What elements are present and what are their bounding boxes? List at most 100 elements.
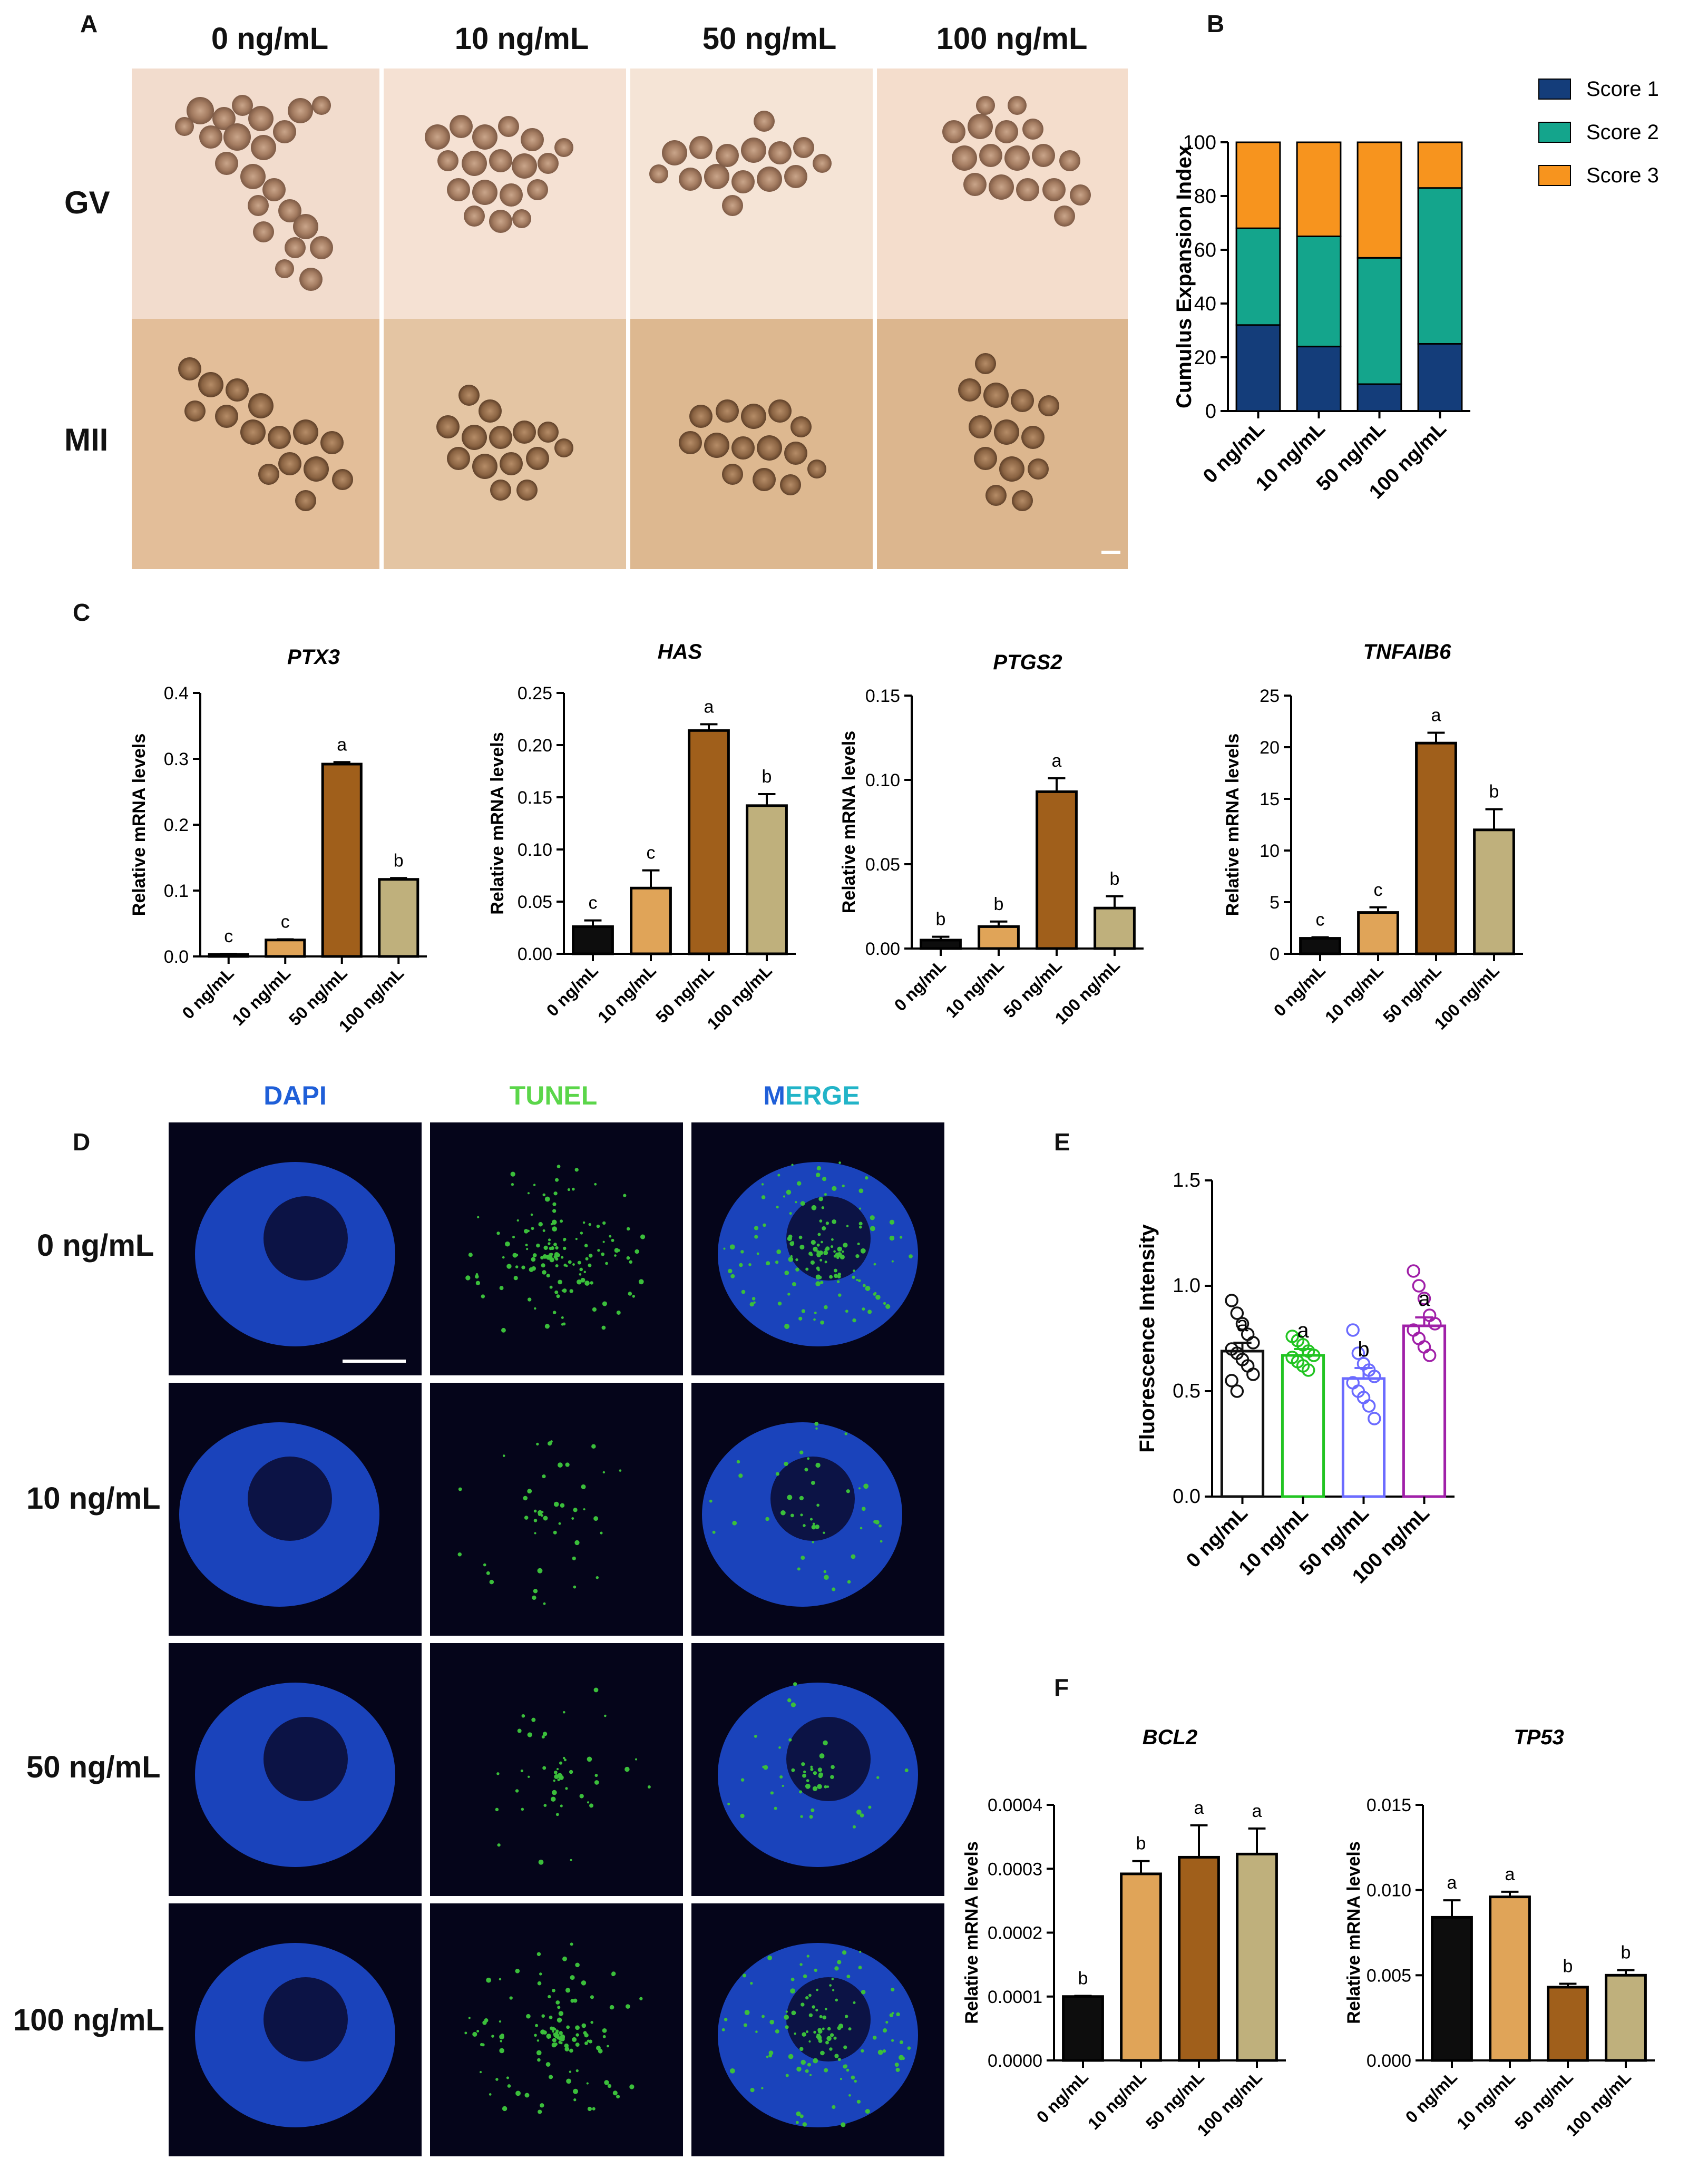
tunel-dot: [525, 1244, 528, 1247]
tunel-dot: [885, 1304, 891, 1310]
tunel-dot: [845, 1310, 848, 1313]
tunel-dot: [784, 2015, 789, 2020]
tunel-dot: [899, 1236, 903, 1239]
micro-gv-50: [630, 69, 873, 319]
tunel-dot: [812, 1786, 818, 1791]
tunel-dot: [594, 1774, 598, 1777]
tunel-dot: [797, 1181, 802, 1186]
tunel-dot: [830, 1245, 834, 1248]
tunel-dot: [902, 2057, 905, 2060]
tunel-dot: [457, 1552, 462, 1557]
tunel-dot: [741, 1289, 746, 1294]
tunel-dot: [579, 1794, 584, 1799]
tunel-dot: [555, 2031, 559, 2035]
tunel-dot: [626, 1256, 630, 1260]
tunel-dot: [837, 1246, 842, 1252]
tunel-dot: [810, 1253, 813, 1256]
tunel-dot: [567, 1188, 571, 1191]
tunel-dot: [552, 1988, 555, 1992]
y-tick-label: 60: [1194, 239, 1216, 261]
tunel-dot: [744, 2010, 750, 2015]
tunel-dot: [553, 1779, 555, 1782]
tunel-dot: [506, 2076, 509, 2079]
tunel-dot: [836, 1280, 840, 1283]
tunel-dot: [777, 1301, 782, 1306]
tunel-dot: [830, 1775, 834, 1779]
tunel-dot: [754, 1735, 757, 1738]
tunel-dot: [596, 1224, 600, 1228]
tunel-dot: [843, 1243, 848, 1248]
scale-bar: [343, 1360, 406, 1363]
tunel-dot: [860, 1813, 864, 1818]
tunel-dot: [791, 1164, 794, 1166]
tunel-dot: [507, 2084, 511, 2088]
tunel-dot: [776, 1206, 779, 1209]
tunel-dot: [788, 1256, 794, 1262]
tunel-dot: [589, 1803, 594, 1808]
tunel-dot: [558, 1522, 561, 1525]
tunel-dot: [614, 1248, 619, 1253]
tunel-dot: [831, 1978, 834, 1980]
tunel-dot: [495, 2078, 499, 2081]
tunel-dot: [868, 1805, 872, 1809]
tunel-dot: [626, 1227, 630, 1231]
tunel-dot: [743, 2023, 747, 2027]
tunel-dot: [542, 1229, 545, 1232]
tunel-dot: [896, 2012, 900, 2017]
tunel-dot: [475, 1281, 481, 1285]
tunel-dot: [811, 1481, 815, 1485]
tunel-dot: [564, 2047, 570, 2051]
tunel-dot: [831, 1765, 835, 1770]
tunel-dot: [573, 1998, 578, 2003]
tunel-dot: [775, 1472, 779, 1476]
tunel-dot: [530, 1213, 533, 1216]
tunel-dot: [540, 1514, 543, 1517]
y-tick-label: 0.10: [518, 840, 552, 860]
image-background: [430, 1643, 683, 1896]
y-axis-label: Relative mRNA levels: [1223, 734, 1243, 916]
data-point: [1230, 1306, 1244, 1320]
tunel-dot: [883, 1302, 886, 1305]
tunel-dot: [852, 1825, 856, 1829]
y-axis-label: Relative mRNA levels: [962, 1841, 982, 2024]
tunel-dot: [607, 2045, 609, 2048]
tunel-dot: [755, 2030, 758, 2033]
tunel-dot: [891, 1260, 894, 1263]
tunel-dot: [573, 1508, 578, 1512]
tunel-dot: [596, 1576, 599, 1579]
significance-letter: a: [1431, 706, 1441, 726]
tunel-dot: [573, 1585, 577, 1589]
bar: [1036, 790, 1078, 950]
tunel-dot: [805, 1783, 811, 1789]
tunel-dot: [540, 1256, 544, 1259]
y-tick-label: 0: [1205, 400, 1216, 423]
tunel-dot: [751, 1297, 756, 1301]
tunel-dot: [754, 1226, 759, 1230]
tunel-dot: [792, 1282, 796, 1286]
tunel-dot: [573, 2098, 577, 2102]
tunel-dot: [740, 1250, 744, 1254]
fluorescence-image-r0-c1: [430, 1122, 683, 1375]
tunel-dot: [730, 1274, 735, 1278]
tunel-dot: [624, 1766, 630, 1772]
tunel-dot: [742, 1973, 747, 1978]
panel-d-row-0: 0 ng/mL: [37, 1228, 154, 1263]
tunel-dot: [464, 2031, 467, 2035]
tunel-dot: [860, 1527, 863, 1530]
tunel-dot: [597, 1249, 600, 1252]
fluorescence-image-r3-c0: [169, 1903, 422, 2156]
tunel-dot: [543, 1245, 548, 1250]
tunel-dot: [562, 1756, 565, 1760]
tunel-dot: [486, 1977, 492, 1983]
tunel-dot: [551, 1219, 557, 1225]
tunel-dot: [724, 2018, 728, 2021]
tunel-dot: [799, 2047, 804, 2051]
tunel-dot: [635, 1249, 639, 1254]
tunel-dot: [767, 1955, 773, 1960]
fluorescence-image-r3-c1: [430, 1903, 683, 2156]
tunel-dot: [877, 2049, 883, 2055]
stacked-bar-segment: [1356, 257, 1402, 385]
data-point: [1246, 1336, 1260, 1350]
tunel-dot: [552, 1226, 558, 1232]
tunel-dot: [572, 2037, 577, 2042]
